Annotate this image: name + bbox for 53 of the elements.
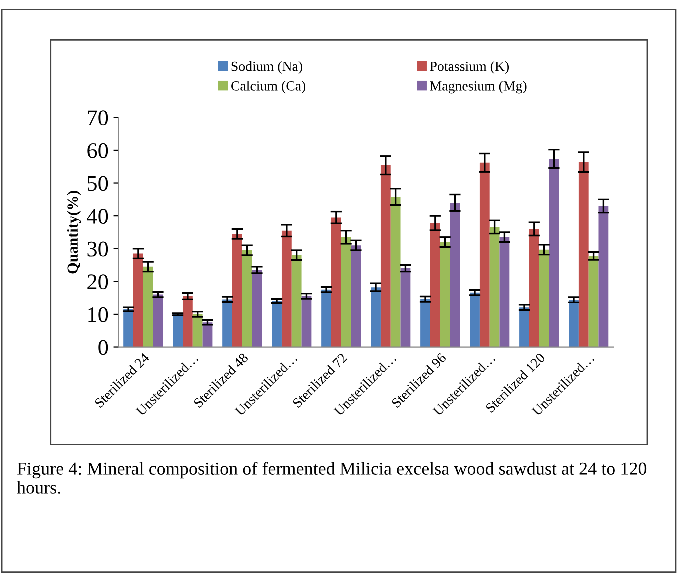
legend-label: Sodium (Na) <box>232 61 302 74</box>
bar <box>539 250 550 348</box>
bar <box>420 299 430 348</box>
y-tick-label: 30 <box>88 242 108 257</box>
bar <box>322 290 332 348</box>
legend-label: Potassium (K) <box>430 61 510 74</box>
bar <box>440 242 450 348</box>
y-tick-label: 20 <box>88 274 108 290</box>
bar <box>450 202 460 348</box>
bar <box>588 256 599 348</box>
bar <box>331 218 342 348</box>
bar <box>153 294 164 348</box>
bar <box>470 292 480 348</box>
bar <box>272 301 282 348</box>
bar <box>598 206 609 348</box>
caption: Figure 4: Mineral composition of fermented Milicia excelsa wood sawdust at 24 to 120 hours. <box>17 462 647 494</box>
bar <box>192 314 203 348</box>
y-axis-title: Quantity(%) <box>67 191 82 274</box>
y-tick-label: 0 <box>98 340 108 356</box>
bar <box>143 266 154 348</box>
y-tick-label: 50 <box>88 176 108 192</box>
bar <box>529 229 540 348</box>
bar <box>380 166 391 348</box>
bar <box>252 270 262 348</box>
bar <box>222 300 232 348</box>
bar <box>182 296 193 348</box>
bar <box>549 159 560 348</box>
bar <box>302 296 312 348</box>
bar <box>490 227 500 348</box>
bar <box>390 197 401 348</box>
bar <box>173 314 183 348</box>
bar <box>242 250 252 348</box>
y-tick-label: 60 <box>88 143 108 158</box>
bar <box>282 230 292 348</box>
y-tick-label: 10 <box>88 307 108 322</box>
bar <box>351 246 362 348</box>
legend-label: Magnesium (Mg) <box>430 81 527 94</box>
bar <box>124 310 134 348</box>
bar <box>292 255 302 348</box>
bar <box>569 300 579 348</box>
bar <box>232 234 242 348</box>
y-tick-label: 40 <box>87 209 108 224</box>
y-tick-label: 70 <box>88 110 108 126</box>
bar <box>371 288 381 348</box>
bar <box>578 162 589 348</box>
bar <box>430 223 440 348</box>
bar <box>134 254 144 348</box>
bar <box>480 162 490 348</box>
bar <box>341 237 352 348</box>
bar <box>500 237 510 348</box>
bar <box>400 268 411 348</box>
bar <box>520 308 530 348</box>
legend-label: Calcium (Ca) <box>232 81 306 94</box>
